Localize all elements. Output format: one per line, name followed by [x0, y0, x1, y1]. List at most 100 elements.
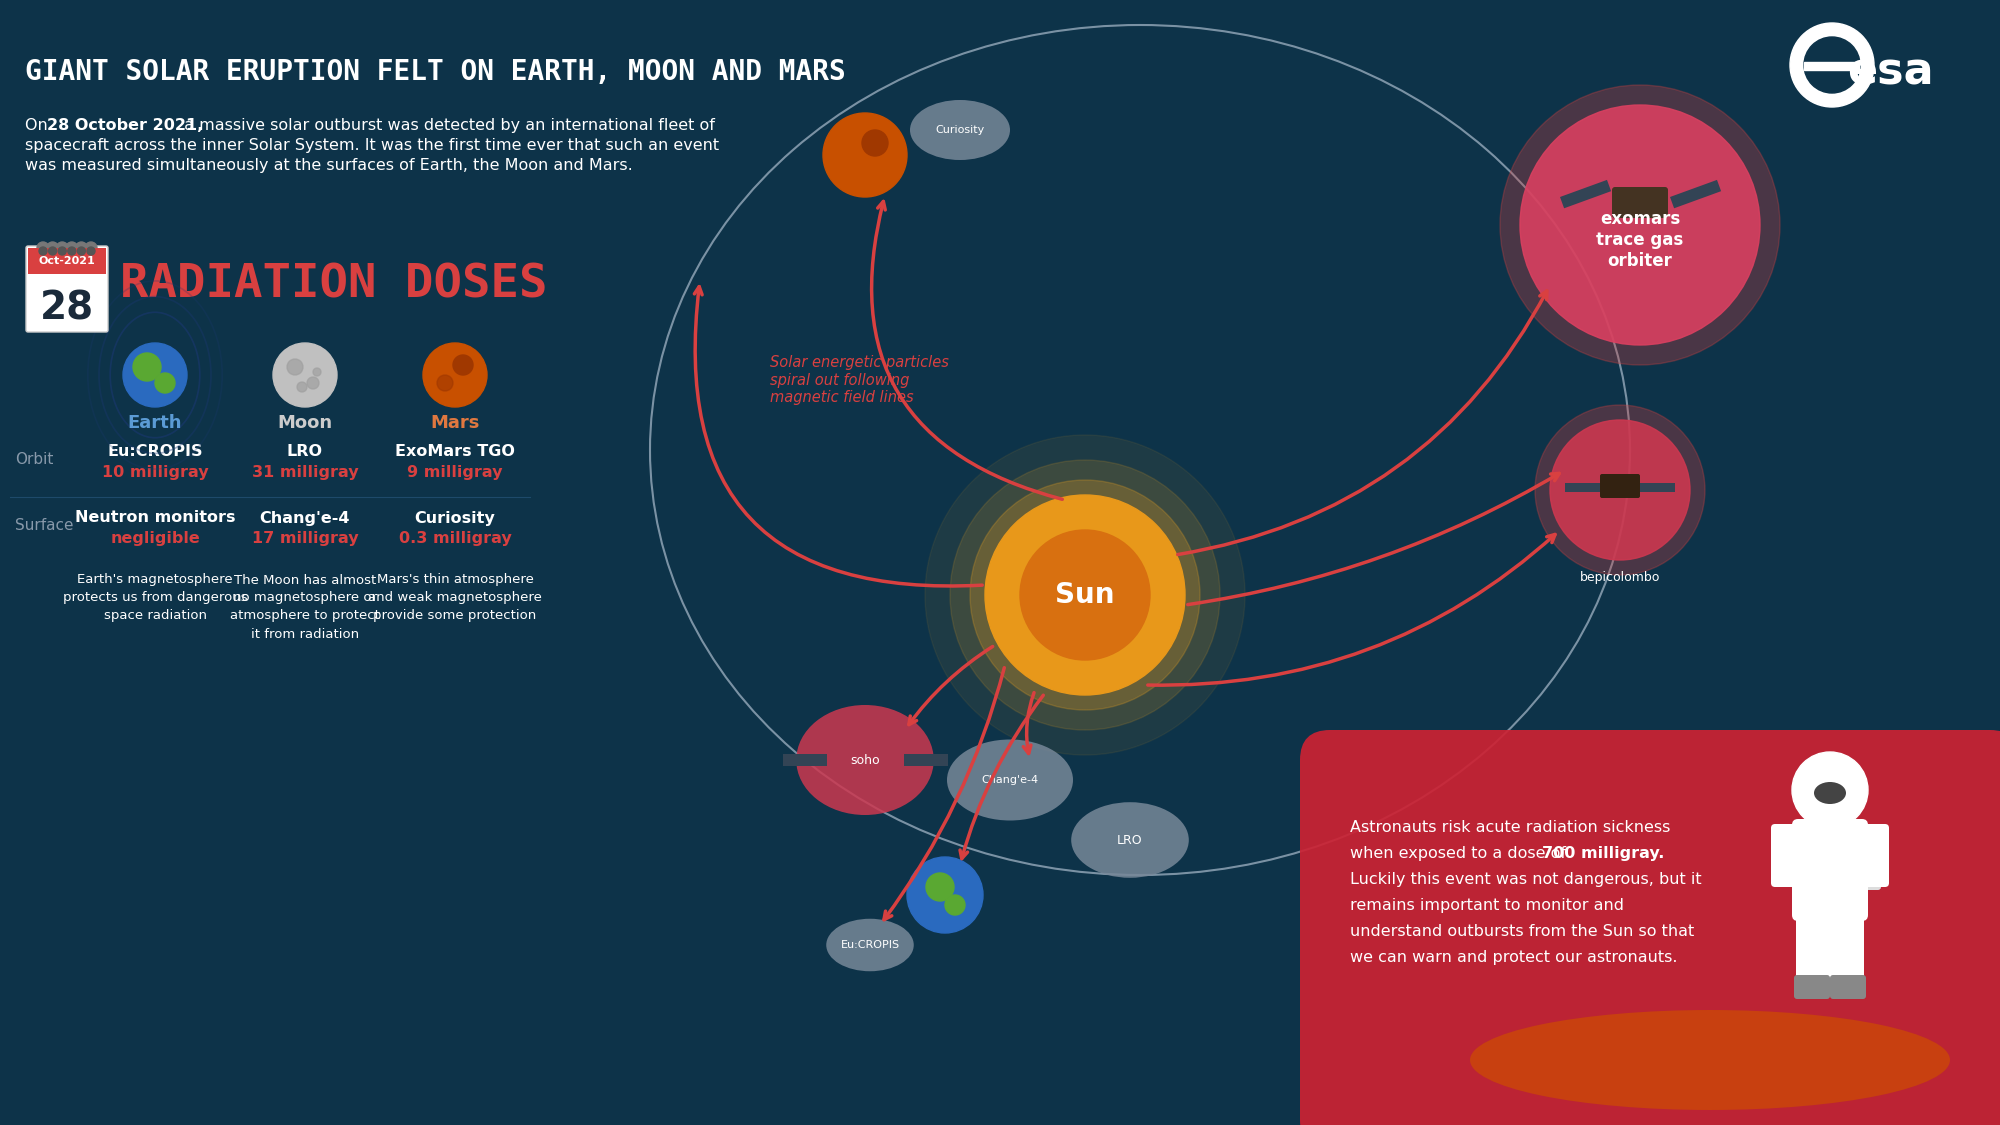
Circle shape	[950, 460, 1220, 730]
Text: Eu:CROPIS: Eu:CROPIS	[108, 444, 202, 459]
Text: Curiosity: Curiosity	[414, 511, 496, 525]
FancyBboxPatch shape	[1796, 911, 1830, 984]
Text: Astronauts risk acute radiation sickness: Astronauts risk acute radiation sickness	[1350, 820, 1670, 835]
Circle shape	[68, 248, 76, 255]
FancyBboxPatch shape	[1856, 829, 1880, 890]
FancyBboxPatch shape	[26, 246, 108, 332]
Bar	[1670, 180, 1722, 208]
FancyArrowPatch shape	[1188, 474, 1560, 604]
Circle shape	[1818, 39, 1832, 53]
Circle shape	[1500, 86, 1780, 364]
FancyArrowPatch shape	[694, 287, 982, 586]
FancyArrowPatch shape	[1178, 291, 1546, 555]
Circle shape	[48, 248, 56, 255]
Text: Solar energetic particles
spiral out following
magnetic field lines: Solar energetic particles spiral out fol…	[770, 356, 948, 405]
Text: Sun: Sun	[1056, 580, 1114, 609]
FancyBboxPatch shape	[1600, 474, 1640, 498]
Text: remains important to monitor and: remains important to monitor and	[1350, 898, 1624, 914]
FancyBboxPatch shape	[1792, 819, 1868, 921]
Text: Mars: Mars	[430, 414, 480, 432]
FancyBboxPatch shape	[1830, 975, 1866, 999]
Text: Eu:CROPIS: Eu:CROPIS	[840, 940, 900, 950]
Text: it from radiation: it from radiation	[250, 628, 360, 640]
Circle shape	[288, 359, 304, 375]
Text: Mars's thin atmosphere: Mars's thin atmosphere	[376, 574, 534, 586]
Circle shape	[862, 130, 888, 156]
FancyArrowPatch shape	[1024, 693, 1034, 754]
FancyArrowPatch shape	[960, 695, 1044, 858]
FancyArrowPatch shape	[884, 668, 1004, 919]
Text: Luckily this event was not dangerous, but it: Luckily this event was not dangerous, bu…	[1350, 872, 1702, 886]
Text: and weak magnetosphere: and weak magnetosphere	[368, 592, 542, 604]
Circle shape	[46, 242, 58, 254]
Text: Surface: Surface	[16, 519, 74, 533]
Text: negligible: negligible	[110, 531, 200, 546]
Circle shape	[1550, 420, 1690, 560]
Text: no magnetosphere or: no magnetosphere or	[232, 592, 376, 604]
Text: when exposed to a dose of: when exposed to a dose of	[1350, 846, 1572, 861]
Circle shape	[156, 374, 176, 393]
Text: Curiosity: Curiosity	[936, 125, 984, 135]
Text: Orbit: Orbit	[16, 452, 54, 468]
Circle shape	[84, 242, 96, 254]
Circle shape	[36, 242, 48, 254]
Text: we can warn and protect our astronauts.: we can warn and protect our astronauts.	[1350, 950, 1678, 965]
Text: Earth's magnetosphere: Earth's magnetosphere	[78, 574, 232, 586]
Circle shape	[56, 242, 68, 254]
Circle shape	[308, 377, 320, 389]
Ellipse shape	[1072, 802, 1188, 878]
Text: 700 milligray.: 700 milligray.	[1542, 846, 1664, 861]
Circle shape	[66, 242, 78, 254]
FancyBboxPatch shape	[1300, 730, 2000, 1125]
Text: spacecraft across the inner Solar System. It was the first time ever that such a: spacecraft across the inner Solar System…	[24, 138, 720, 153]
Text: provide some protection: provide some protection	[374, 610, 536, 622]
Text: 28: 28	[40, 289, 94, 327]
Circle shape	[436, 375, 452, 391]
Text: space radiation: space radiation	[104, 610, 206, 622]
Text: 17 milligray: 17 milligray	[252, 531, 358, 546]
FancyBboxPatch shape	[1612, 187, 1668, 218]
Circle shape	[1536, 405, 1704, 575]
Text: understand outbursts from the Sun so that: understand outbursts from the Sun so tha…	[1350, 924, 1694, 939]
FancyBboxPatch shape	[1830, 911, 1864, 984]
Text: The Moon has almost: The Moon has almost	[234, 574, 376, 586]
Ellipse shape	[826, 919, 914, 971]
FancyBboxPatch shape	[1860, 824, 1888, 886]
Circle shape	[824, 112, 908, 197]
Circle shape	[312, 368, 320, 376]
Circle shape	[58, 248, 66, 255]
Text: a massive solar outburst was detected by an international fleet of: a massive solar outburst was detected by…	[180, 118, 714, 133]
Circle shape	[124, 343, 188, 407]
Circle shape	[132, 353, 160, 381]
Text: RADIATION DOSES: RADIATION DOSES	[120, 262, 548, 307]
FancyArrowPatch shape	[908, 647, 992, 725]
Bar	[1560, 180, 1612, 208]
Circle shape	[88, 248, 96, 255]
Text: LRO: LRO	[288, 444, 324, 459]
Bar	[1640, 483, 1676, 492]
Text: protects us from dangerous: protects us from dangerous	[62, 592, 248, 604]
Text: atmosphere to protect: atmosphere to protect	[230, 610, 380, 622]
Bar	[782, 754, 826, 766]
Text: Moon: Moon	[278, 414, 332, 432]
Text: esa: esa	[1846, 51, 1934, 93]
Ellipse shape	[1814, 782, 1846, 804]
Text: 9 milligray: 9 milligray	[408, 465, 502, 479]
Text: Chang'e-4: Chang'e-4	[982, 775, 1038, 785]
Ellipse shape	[1470, 1010, 1950, 1110]
Circle shape	[984, 495, 1184, 695]
Bar	[1564, 483, 1600, 492]
Circle shape	[1804, 37, 1860, 93]
Text: was measured simultaneously at the surfaces of Earth, the Moon and Mars.: was measured simultaneously at the surfa…	[24, 158, 632, 173]
Circle shape	[424, 343, 488, 407]
Circle shape	[452, 356, 474, 375]
Text: On: On	[24, 118, 52, 133]
Text: Oct-2021: Oct-2021	[38, 256, 96, 266]
Text: 10 milligray: 10 milligray	[102, 465, 208, 479]
Text: 28 October 2021,: 28 October 2021,	[48, 118, 204, 133]
Bar	[904, 754, 948, 766]
Circle shape	[272, 343, 336, 407]
Circle shape	[40, 248, 48, 255]
Text: soho: soho	[850, 754, 880, 766]
Circle shape	[1790, 22, 1874, 107]
